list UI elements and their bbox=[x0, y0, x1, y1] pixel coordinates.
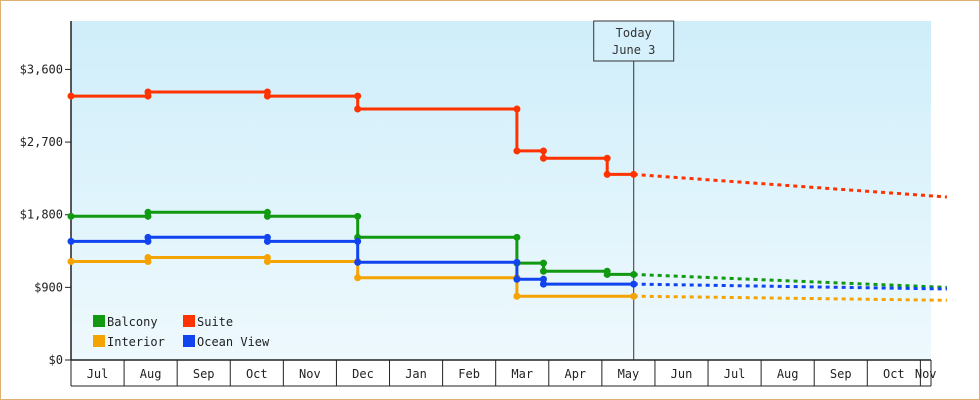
data-point bbox=[144, 253, 152, 261]
y-tick-label: $900 bbox=[34, 280, 63, 294]
data-point bbox=[67, 258, 75, 266]
x-tick-label: Dec bbox=[352, 367, 374, 381]
x-tick-label: Feb bbox=[458, 367, 480, 381]
legend-label: Ocean View bbox=[197, 335, 270, 349]
y-tick-label: $1,800 bbox=[20, 208, 63, 222]
legend-swatch bbox=[93, 315, 105, 327]
data-point bbox=[603, 270, 611, 278]
legend-label: Suite bbox=[197, 315, 233, 329]
series-interior bbox=[67, 253, 947, 302]
data-point bbox=[539, 154, 547, 162]
legend-label: Interior bbox=[107, 335, 165, 349]
today-callout bbox=[593, 20, 675, 62]
x-tick-label: Jul bbox=[724, 367, 746, 381]
data-point bbox=[539, 275, 547, 283]
data-point bbox=[354, 237, 362, 245]
series-line bbox=[71, 210, 634, 276]
data-point bbox=[144, 88, 152, 96]
data-point bbox=[354, 212, 362, 220]
today-date-label: June 3 bbox=[612, 43, 655, 57]
x-tick-label: Jan bbox=[405, 367, 427, 381]
today-label: Today bbox=[616, 26, 652, 40]
x-tick-label: Mar bbox=[511, 367, 533, 381]
legend-swatch bbox=[183, 315, 195, 327]
data-point bbox=[144, 233, 152, 241]
x-tick-label: May bbox=[618, 367, 640, 381]
data-point bbox=[67, 92, 75, 100]
x-tick-label: Aug bbox=[777, 367, 799, 381]
data-point bbox=[539, 147, 547, 155]
data-point bbox=[513, 147, 521, 155]
data-point bbox=[603, 154, 611, 162]
data-point bbox=[513, 292, 521, 300]
data-point bbox=[513, 258, 521, 266]
x-tick-label: Jul bbox=[87, 367, 109, 381]
data-point bbox=[263, 258, 271, 266]
y-tick-label: $3,600 bbox=[20, 62, 63, 76]
data-point bbox=[144, 208, 152, 216]
data-point bbox=[630, 280, 638, 288]
x-tick-label: Sep bbox=[830, 367, 852, 381]
data-point bbox=[630, 170, 638, 178]
data-point bbox=[263, 237, 271, 245]
data-point bbox=[354, 105, 362, 113]
data-point bbox=[354, 258, 362, 266]
series-line bbox=[71, 90, 634, 176]
data-point bbox=[539, 259, 547, 267]
y-tick-label: $2,700 bbox=[20, 135, 63, 149]
x-tick-label: Oct bbox=[883, 367, 905, 381]
data-point bbox=[67, 212, 75, 220]
x-tick-label: Sep bbox=[193, 367, 215, 381]
x-tick-label: Apr bbox=[564, 367, 586, 381]
data-point bbox=[513, 275, 521, 283]
data-point bbox=[263, 212, 271, 220]
x-tick-label: Nov bbox=[299, 367, 321, 381]
data-point bbox=[630, 270, 638, 278]
x-tick-label: Aug bbox=[140, 367, 162, 381]
data-point bbox=[630, 292, 638, 300]
data-point bbox=[354, 92, 362, 100]
data-point bbox=[513, 233, 521, 241]
data-point bbox=[67, 237, 75, 245]
x-tick-label: Nov bbox=[915, 367, 937, 381]
data-point bbox=[263, 92, 271, 100]
x-tick-label: Jun bbox=[671, 367, 693, 381]
data-point bbox=[603, 170, 611, 178]
series-ocean-view bbox=[67, 233, 947, 291]
legend-swatch bbox=[93, 335, 105, 347]
data-point bbox=[539, 280, 547, 288]
series-suite bbox=[67, 88, 948, 199]
data-point bbox=[513, 105, 521, 113]
plot-area bbox=[71, 21, 931, 360]
data-point bbox=[539, 267, 547, 275]
legend-label: Balcony bbox=[107, 315, 158, 329]
data-point bbox=[354, 274, 362, 282]
legend-swatch bbox=[183, 335, 195, 347]
x-tick-label: Oct bbox=[246, 367, 268, 381]
y-tick-label: $0 bbox=[49, 353, 63, 367]
